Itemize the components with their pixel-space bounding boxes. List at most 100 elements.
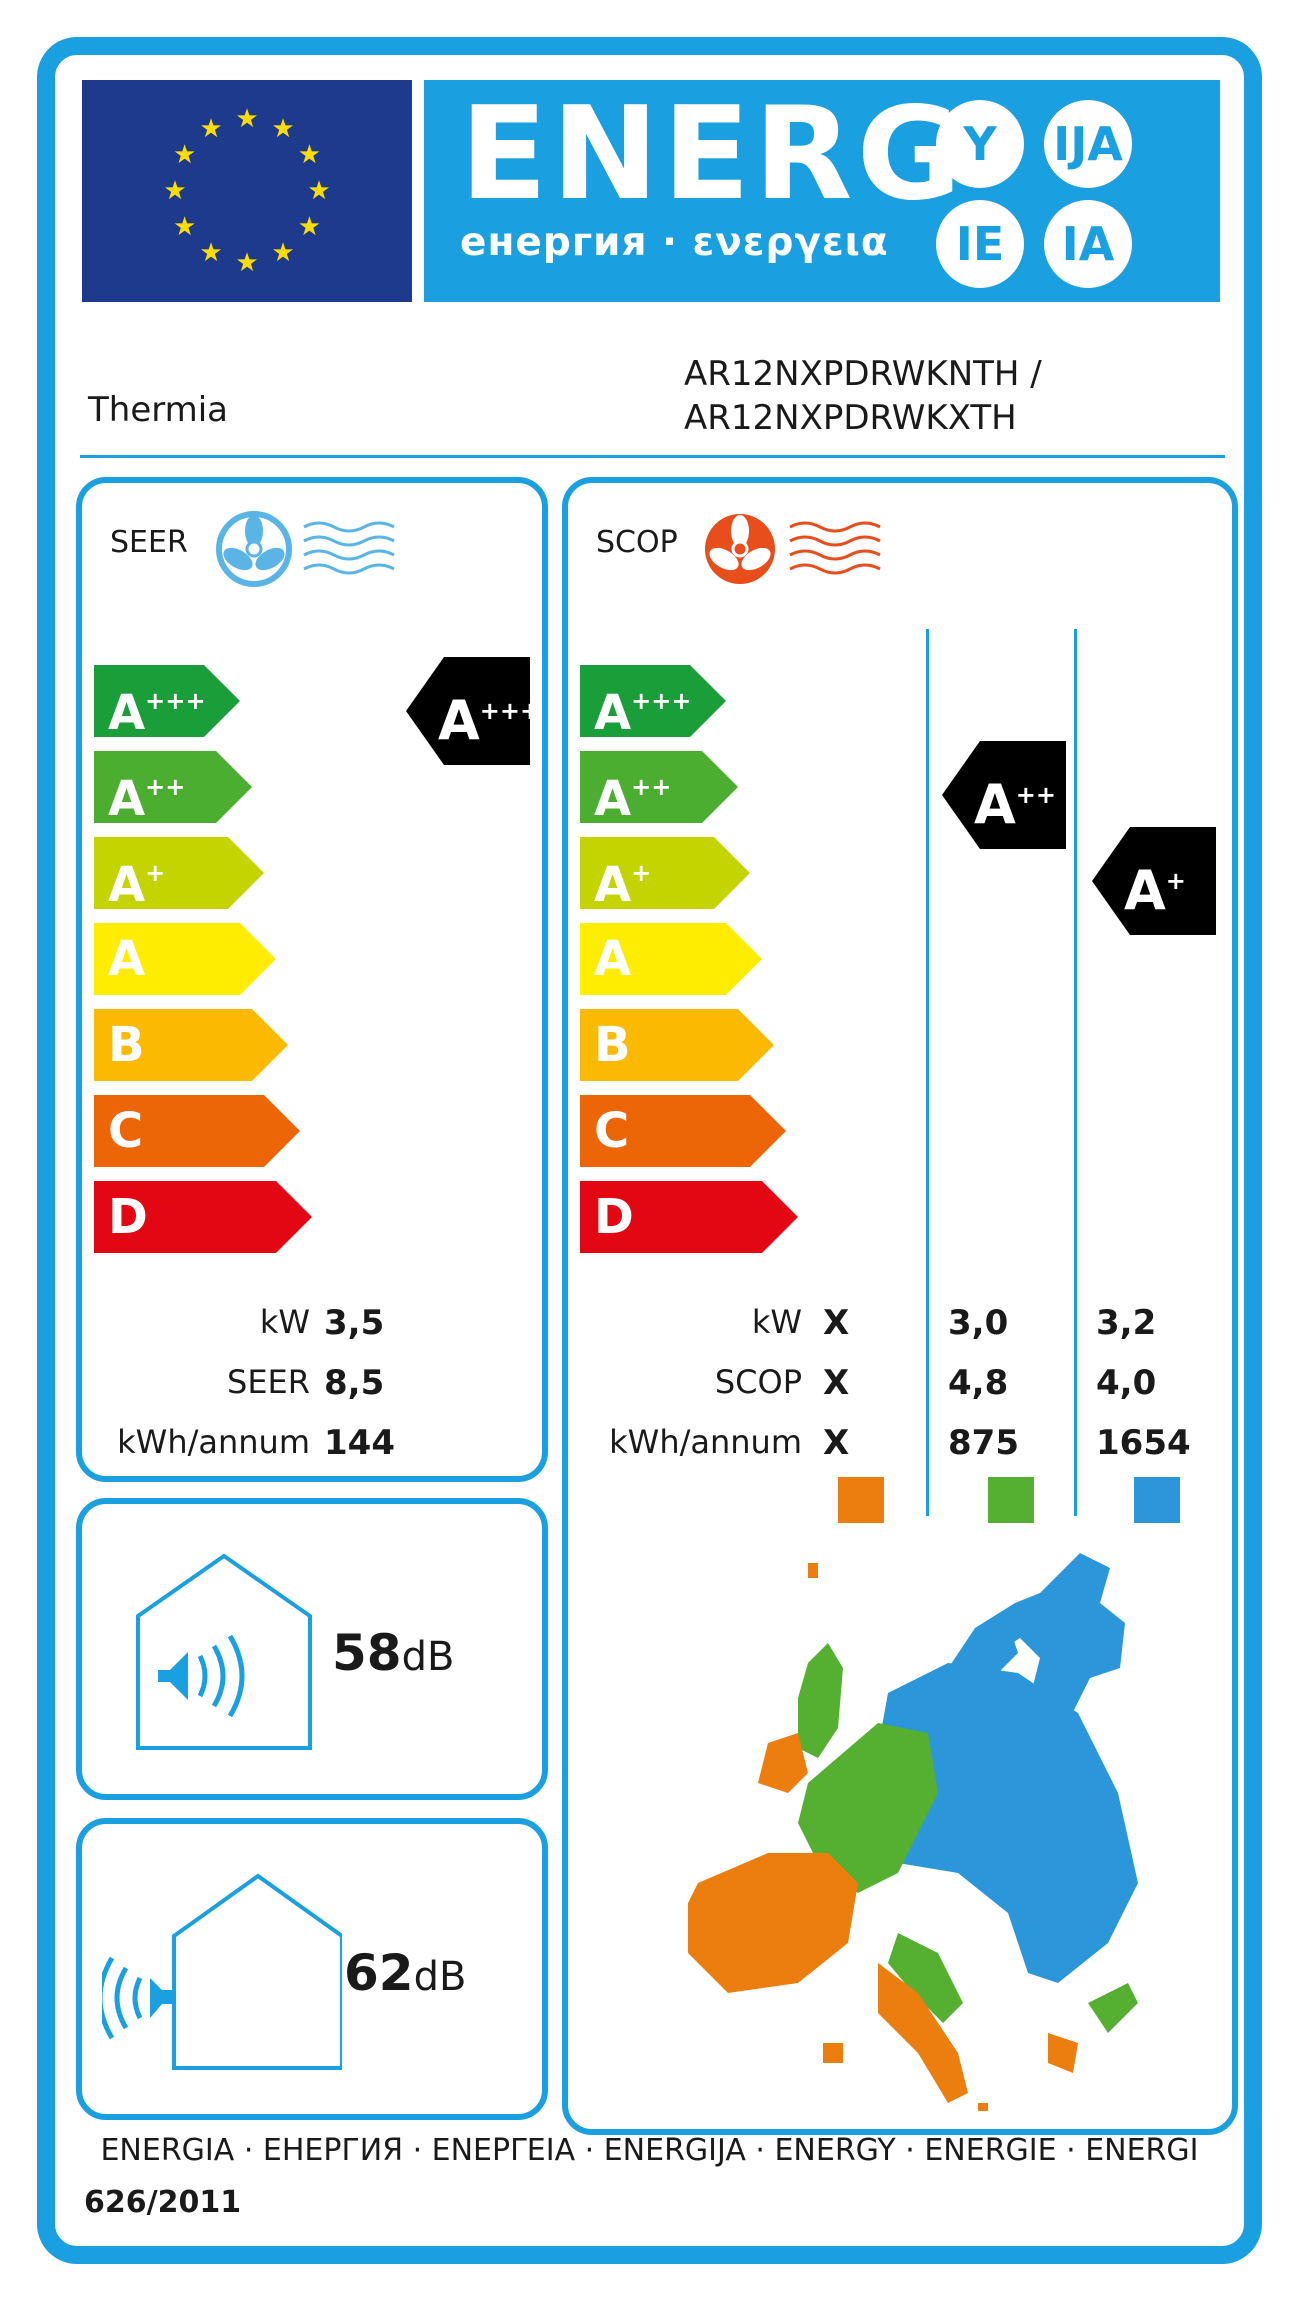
suffix-ija: IJA xyxy=(1044,100,1132,188)
fan-warm-air-icon xyxy=(705,514,881,584)
scop-colder-value: 1654 xyxy=(1096,1423,1191,1463)
fan-cool-air-icon xyxy=(216,511,395,587)
scop-warmer-value: X xyxy=(823,1303,850,1343)
seer-title: SEER xyxy=(110,525,188,560)
indoor-noise-panel: 58dB xyxy=(76,1498,548,1800)
seer-row-label: kWh/annum xyxy=(117,1423,310,1461)
average-zone-swatch xyxy=(988,1477,1034,1523)
outdoor-noise-number: 62 xyxy=(344,1944,414,2002)
scop-average-value: 3,0 xyxy=(948,1303,1009,1343)
zone-divider-1 xyxy=(926,629,929,1516)
eu-star-icon: ★ xyxy=(235,248,259,278)
energy-subtitle: енергия · ενεργεια xyxy=(460,220,889,265)
eu-star-icon: ★ xyxy=(163,176,187,206)
scop-colder-value: 4,0 xyxy=(1096,1363,1157,1403)
model-identifier: AR12NXPDRWKNTH / AR12NXPDRWKXTH xyxy=(684,352,1042,440)
scop-class-arrow: B xyxy=(580,1009,774,1081)
seer-row-label: SEER xyxy=(227,1363,310,1401)
seer-class-arrow: A xyxy=(94,923,276,995)
eu-star-icon: ★ xyxy=(172,212,197,242)
eu-star-icon: ★ xyxy=(271,238,295,269)
eu-star-icon: ★ xyxy=(199,238,223,269)
scop-class-arrow: A++ xyxy=(580,751,738,827)
footer-languages: ENERGIA · ЕНЕРГИЯ · ΕΝΕΡΓΕΙΑ · ENERGIJA … xyxy=(100,2133,1199,2168)
seer-row-label: kW xyxy=(259,1303,310,1341)
seer-row-value: 3,5 xyxy=(324,1303,385,1343)
suffix-ia: IA xyxy=(1044,200,1132,288)
scop-class-arrow: A+ xyxy=(580,837,750,913)
scop-warmer-value: X xyxy=(823,1423,850,1463)
scop-warmer-value: X xyxy=(823,1363,850,1403)
scop-class-arrow: C xyxy=(580,1095,786,1167)
seer-class-arrow: A+++ xyxy=(94,665,240,741)
suffix-y: Y xyxy=(936,100,1024,188)
seer-rating-label: A+++ xyxy=(438,689,541,752)
model-line-2: AR12NXPDRWKXTH xyxy=(684,398,1017,438)
scop-average-rating-indicator: A++ xyxy=(942,741,1066,853)
scop-row-label: kW xyxy=(751,1303,802,1341)
outdoor-noise-icon xyxy=(102,1873,342,2070)
eu-star-icon: ★ xyxy=(297,212,321,242)
eu-star-icon: ★ xyxy=(307,176,331,206)
seer-row-value: 8,5 xyxy=(324,1363,385,1403)
eu-star-icon: ★ xyxy=(172,140,197,170)
scop-colder-value: 3,2 xyxy=(1096,1303,1157,1343)
eu-flag-icon: ★ ★ ★ ★ ★ ★ ★ ★ ★ ★ ★ ★ xyxy=(82,80,412,302)
zone-divider-2 xyxy=(1074,629,1077,1516)
colder-zone-swatch xyxy=(1134,1477,1180,1523)
seer-class-label: A xyxy=(108,931,146,987)
regulation-number: 626/2011 xyxy=(84,2185,242,2220)
supplier-name: Thermia xyxy=(88,390,229,430)
scop-class-label: A xyxy=(594,931,632,987)
seer-class-arrow: A++ xyxy=(94,751,252,827)
scop-class-label: A+ xyxy=(594,857,652,913)
outdoor-noise-value: 62dB xyxy=(344,1944,466,2002)
seer-class-label: B xyxy=(108,1017,145,1073)
scop-class-arrow: D xyxy=(580,1181,798,1253)
seer-class-label: C xyxy=(108,1103,144,1159)
scop-row-label: kWh/annum xyxy=(609,1423,802,1461)
indoor-noise-unit: dB xyxy=(401,1634,455,1680)
seer-class-label: A+++ xyxy=(108,685,206,741)
scop-average-value: 875 xyxy=(948,1423,1019,1463)
seer-class-arrow: C xyxy=(94,1095,300,1167)
header-divider xyxy=(80,455,1225,458)
energy-header: ENERG енергия · ενεργεια Y IJA IE IA xyxy=(424,80,1220,302)
outdoor-noise-unit: dB xyxy=(413,1954,467,2000)
label-frame xyxy=(37,37,1262,2264)
scop-class-label: C xyxy=(594,1103,630,1159)
scop-average-rating-label: A++ xyxy=(974,773,1057,836)
scop-class-label: B xyxy=(594,1017,631,1073)
europe-climate-zones-map-icon xyxy=(688,1553,1138,2111)
heating-panel: SCOP A+++ A++ A+ A B C D A++ A+ kW X 3,0 3,2 SCOP X… xyxy=(562,477,1238,2135)
model-line-1: AR12NXPDRWKNTH / xyxy=(684,354,1042,394)
seer-class-arrow: B xyxy=(94,1009,288,1081)
eu-star-icon: ★ xyxy=(235,104,259,134)
suffix-ie: IE xyxy=(936,200,1024,288)
scop-class-label: D xyxy=(594,1189,634,1245)
scop-colder-rating-indicator: A+ xyxy=(1092,827,1216,939)
seer-class-label: D xyxy=(108,1189,148,1245)
scop-colder-rating-label: A+ xyxy=(1124,859,1186,922)
eu-star-icon: ★ xyxy=(297,140,321,170)
scop-title: SCOP xyxy=(596,525,678,560)
indoor-noise-value: 58dB xyxy=(332,1624,454,1682)
seer-rating-indicator: A+++ xyxy=(406,657,540,769)
scop-class-arrow: A+++ xyxy=(580,665,726,741)
warmer-zone-swatch xyxy=(838,1477,884,1523)
energy-title: ENERG xyxy=(460,80,966,229)
scop-class-label: A+++ xyxy=(594,685,692,741)
cooling-panel: SEER A+++ A++ A+ A B C D A+++ kW 3,5 SEER 8,5 kWh/… xyxy=(76,477,548,1482)
scop-row-label: SCOP xyxy=(714,1363,802,1401)
eu-star-icon: ★ xyxy=(271,113,295,144)
seer-class-arrow: A+ xyxy=(94,837,264,913)
seer-class-label: A+ xyxy=(108,857,166,913)
seer-class-label: A++ xyxy=(108,771,186,827)
indoor-noise-number: 58 xyxy=(332,1624,402,1682)
scop-class-arrow: A xyxy=(580,923,762,995)
seer-class-arrow: D xyxy=(94,1181,312,1253)
seer-row-value: 144 xyxy=(324,1423,395,1463)
eu-star-icon: ★ xyxy=(199,113,223,144)
outdoor-noise-panel: 62dB xyxy=(76,1818,548,2120)
scop-class-label: A++ xyxy=(594,771,672,827)
